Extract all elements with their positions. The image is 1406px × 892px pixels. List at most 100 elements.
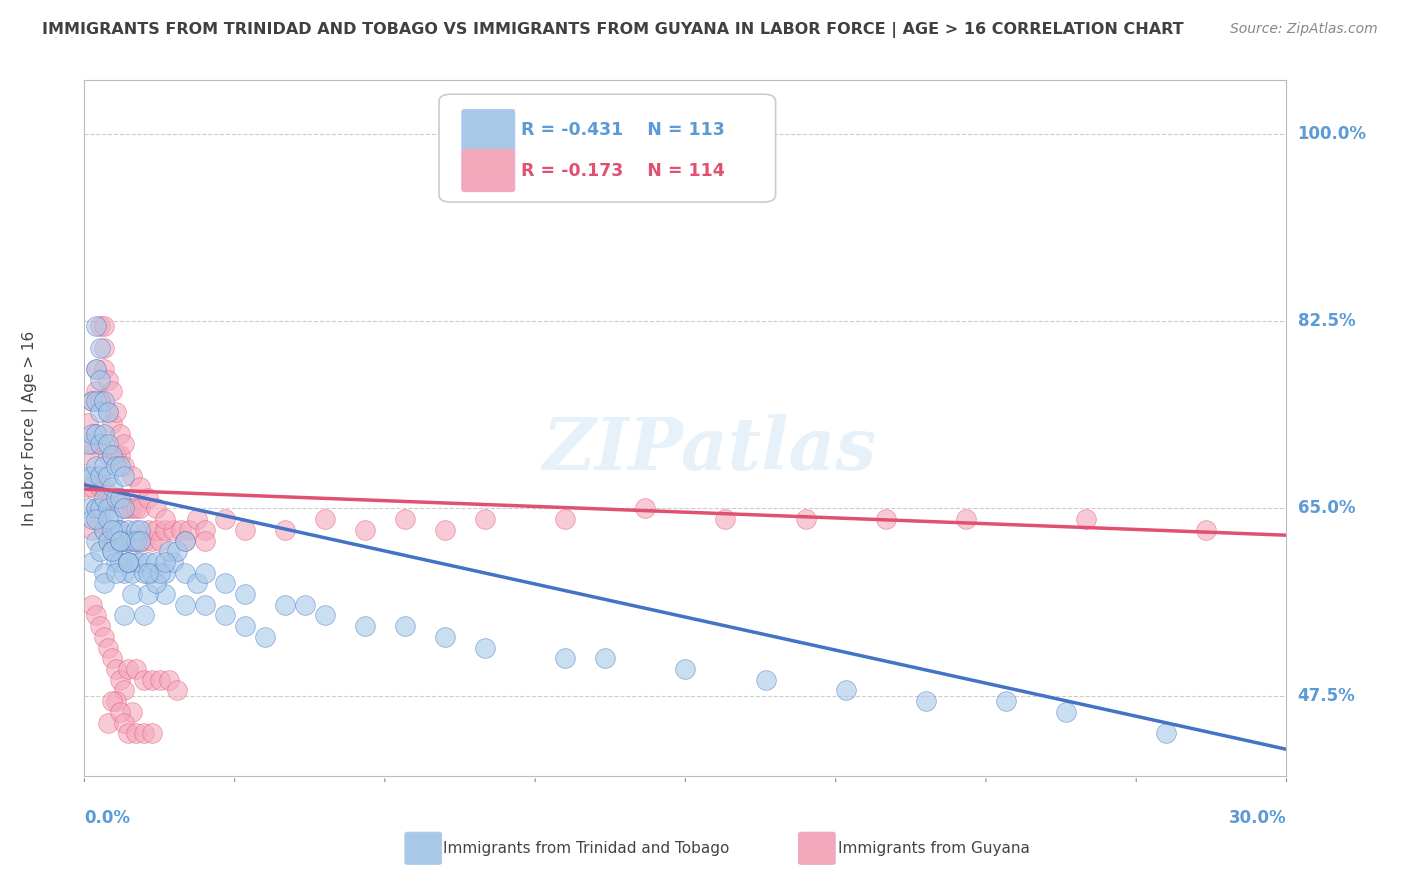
Point bbox=[110, 458, 132, 473]
Point bbox=[86, 501, 108, 516]
Point bbox=[129, 555, 152, 569]
Point bbox=[105, 491, 128, 505]
Text: 47.5%: 47.5% bbox=[1298, 687, 1355, 705]
Point bbox=[1054, 705, 1077, 719]
Point bbox=[129, 533, 152, 548]
Point bbox=[97, 512, 120, 526]
Point bbox=[145, 576, 167, 591]
Point bbox=[117, 555, 139, 569]
Point bbox=[89, 437, 111, 451]
Point bbox=[114, 437, 135, 451]
Point bbox=[82, 394, 104, 409]
Point bbox=[86, 426, 108, 441]
Point bbox=[554, 512, 576, 526]
Point bbox=[114, 683, 135, 698]
Point bbox=[1156, 726, 1178, 740]
Point bbox=[110, 523, 132, 537]
Point bbox=[434, 523, 457, 537]
Point bbox=[89, 341, 111, 355]
Point bbox=[253, 630, 276, 644]
Point bbox=[354, 523, 377, 537]
Point bbox=[101, 448, 124, 462]
Point bbox=[117, 555, 139, 569]
Point bbox=[995, 694, 1018, 708]
Point bbox=[714, 512, 737, 526]
Point bbox=[93, 523, 115, 537]
Text: IMMIGRANTS FROM TRINIDAD AND TOBAGO VS IMMIGRANTS FROM GUYANA IN LABOR FORCE | A: IMMIGRANTS FROM TRINIDAD AND TOBAGO VS I… bbox=[42, 22, 1184, 38]
Point bbox=[101, 416, 124, 430]
Point bbox=[117, 662, 139, 676]
Point bbox=[173, 533, 195, 548]
Point bbox=[110, 523, 132, 537]
Point bbox=[77, 448, 100, 462]
Point bbox=[177, 523, 200, 537]
Point bbox=[129, 501, 152, 516]
Point bbox=[97, 715, 120, 730]
Point bbox=[121, 533, 143, 548]
Text: Immigrants from Trinidad and Tobago: Immigrants from Trinidad and Tobago bbox=[443, 841, 730, 855]
Point bbox=[138, 491, 160, 505]
Point bbox=[97, 437, 120, 451]
Point bbox=[86, 362, 108, 376]
Point bbox=[125, 533, 148, 548]
Point bbox=[125, 523, 148, 537]
Point bbox=[114, 533, 135, 548]
Point bbox=[173, 533, 195, 548]
Point bbox=[101, 480, 124, 494]
Point bbox=[82, 598, 104, 612]
Point bbox=[194, 523, 217, 537]
Point bbox=[82, 437, 104, 451]
Point bbox=[162, 555, 184, 569]
Point bbox=[105, 555, 128, 569]
Point bbox=[93, 566, 115, 580]
Point bbox=[835, 683, 858, 698]
Point bbox=[134, 533, 156, 548]
Point bbox=[89, 544, 111, 558]
Point bbox=[101, 512, 124, 526]
Point bbox=[141, 566, 163, 580]
Point bbox=[134, 726, 156, 740]
Point bbox=[93, 319, 115, 334]
Point bbox=[114, 533, 135, 548]
Point bbox=[117, 555, 139, 569]
Text: 0.0%: 0.0% bbox=[84, 809, 131, 828]
Point bbox=[101, 651, 124, 665]
Point bbox=[86, 384, 108, 398]
Point bbox=[117, 501, 139, 516]
Point bbox=[97, 448, 120, 462]
Point bbox=[153, 512, 176, 526]
Point bbox=[129, 523, 152, 537]
Point bbox=[125, 533, 148, 548]
Point bbox=[186, 512, 208, 526]
Point bbox=[1195, 523, 1218, 537]
Point bbox=[354, 619, 377, 633]
Point bbox=[134, 673, 156, 687]
Point bbox=[77, 469, 100, 483]
Point bbox=[86, 362, 108, 376]
Point bbox=[105, 523, 128, 537]
Point bbox=[86, 501, 108, 516]
Point bbox=[955, 512, 977, 526]
Point bbox=[125, 555, 148, 569]
Point bbox=[82, 469, 104, 483]
Point bbox=[145, 501, 167, 516]
Point bbox=[153, 555, 176, 569]
Point bbox=[162, 523, 184, 537]
Point bbox=[1076, 512, 1098, 526]
Point bbox=[121, 501, 143, 516]
Point bbox=[101, 448, 124, 462]
Point bbox=[93, 630, 115, 644]
Point bbox=[114, 566, 135, 580]
Point bbox=[675, 662, 697, 676]
Point bbox=[134, 608, 156, 623]
Text: Source: ZipAtlas.com: Source: ZipAtlas.com bbox=[1230, 22, 1378, 37]
Point bbox=[153, 566, 176, 580]
Point bbox=[89, 394, 111, 409]
Point bbox=[314, 512, 336, 526]
Point bbox=[141, 673, 163, 687]
Point bbox=[233, 587, 256, 601]
Point bbox=[93, 576, 115, 591]
Point bbox=[134, 566, 156, 580]
Point bbox=[233, 523, 256, 537]
Point bbox=[117, 726, 139, 740]
